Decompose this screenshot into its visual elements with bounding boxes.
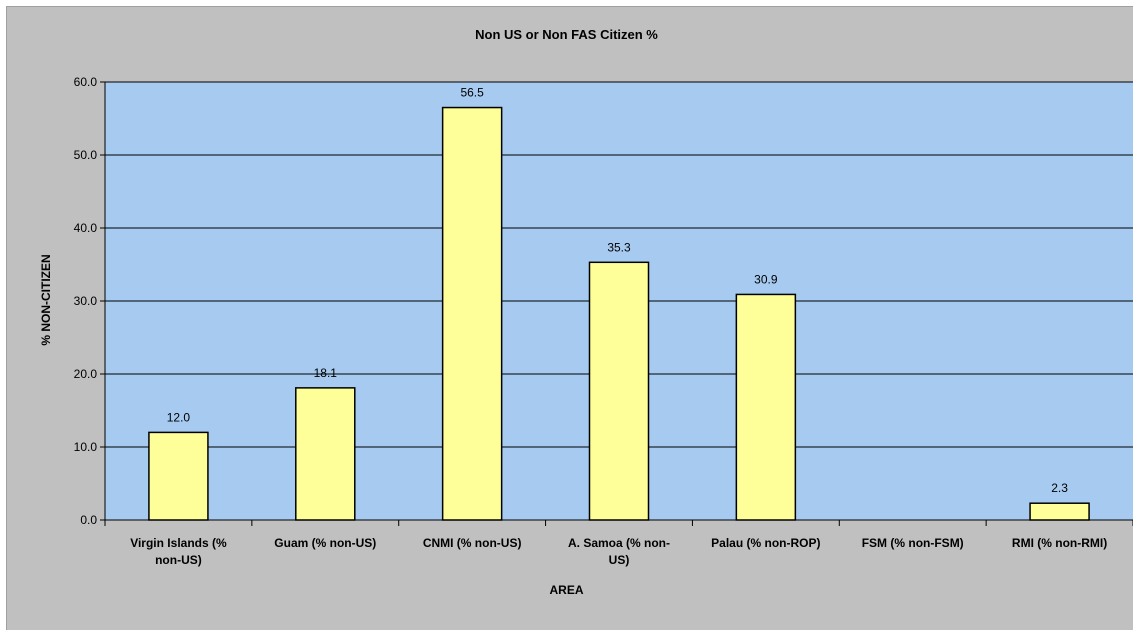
x-tick-label-line: RMI (% non-RMI) [1011, 536, 1108, 550]
x-tick-label-line: US) [608, 553, 630, 567]
x-tick-label: A. Samoa (% non- US) [547, 535, 691, 569]
y-tick-label: 0.0 [80, 513, 97, 527]
bar [588, 261, 650, 521]
x-tick-label: CNMI (% non-US) [400, 535, 544, 552]
x-tick-label: Guam (% non-US) [253, 535, 397, 552]
y-tick-label: 10.0 [74, 440, 98, 454]
chart-title: Non US or Non FAS Citizen % [475, 27, 658, 42]
x-tick-label-line: FSM (% non-FSM) [861, 536, 964, 550]
x-tick-label-line: CNMI (% non-US) [422, 536, 522, 550]
x-tick-label-line: Guam (% non-US) [274, 536, 377, 550]
bar [735, 293, 797, 521]
y-tick-label: 30.0 [74, 294, 98, 308]
x-tick-label: Palau (% non-ROP) [694, 535, 838, 552]
bar [441, 106, 503, 521]
y-tick-label: 40.0 [74, 221, 98, 235]
data-label: 30.9 [754, 272, 778, 286]
y-tick-label: 20.0 [74, 367, 98, 381]
x-tick-label: RMI (% non-RMI) [988, 535, 1132, 552]
x-tick-label: Virgin Islands (% non-US) [106, 535, 250, 569]
x-tick-label-line: Palau (% non-ROP) [711, 536, 821, 550]
bar [1029, 502, 1090, 521]
x-tick-label-line: non-US) [155, 553, 202, 567]
x-tick-label-line: A. Samoa (% non- [567, 536, 670, 550]
data-label: 18.1 [314, 366, 338, 380]
bar [148, 431, 209, 521]
data-label: 35.3 [607, 240, 631, 254]
x-tick-label-line: Virgin Islands (% [130, 536, 227, 550]
bar [295, 387, 356, 521]
x-axis-label: AREA [549, 583, 584, 597]
data-label: 2.3 [1051, 481, 1068, 495]
x-tick-label: FSM (% non-FSM) [841, 535, 985, 552]
data-label: 56.5 [460, 86, 484, 100]
y-tick-label: 60.0 [74, 75, 98, 89]
data-label: 12.0 [167, 410, 191, 424]
y-tick-label: 50.0 [74, 148, 98, 162]
